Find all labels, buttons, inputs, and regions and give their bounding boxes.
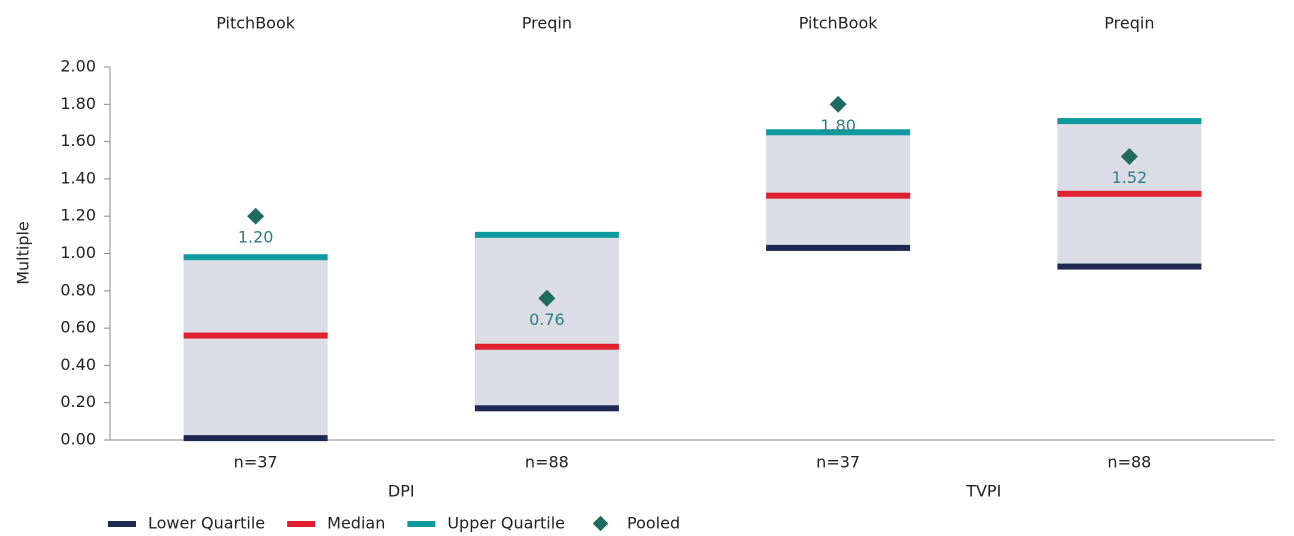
quartile-line [183, 254, 328, 261]
quartile-line [474, 405, 619, 412]
legend-label: Upper Quartile [447, 514, 565, 533]
pooled-marker [538, 289, 556, 307]
legend-marker [287, 521, 316, 527]
sample-size-label: n=37 [234, 453, 278, 472]
quartile-line [1057, 263, 1202, 270]
y-tick-label: 0.60 [60, 318, 96, 337]
legend-marker [407, 521, 436, 527]
box [766, 132, 911, 248]
category-label: Preqin [1104, 14, 1154, 33]
box [474, 234, 619, 409]
category-label: PitchBook [216, 14, 296, 33]
y-axis-title: Multiple [14, 221, 33, 285]
quartile-line [183, 435, 328, 442]
quartile-line [766, 129, 911, 136]
y-tick-label: 1.40 [60, 168, 96, 187]
legend-marker [108, 521, 136, 527]
quartile-line [766, 244, 911, 251]
sample-size-label: n=88 [1107, 453, 1151, 472]
y-tick-label: 0.20 [60, 392, 96, 411]
group-label: TVPI [965, 482, 1001, 501]
quartile-line [1057, 190, 1202, 197]
y-tick-label: 1.00 [60, 243, 96, 262]
legend-label: Lower Quartile [148, 514, 265, 533]
y-tick-label: 0.40 [60, 355, 96, 374]
group-label: DPI [388, 482, 415, 501]
y-tick-label: 1.80 [60, 94, 96, 113]
quartile-line [474, 231, 619, 238]
y-tick-label: 2.00 [60, 57, 96, 76]
legend-label: Median [327, 514, 385, 533]
quartile-line [474, 343, 619, 350]
pooled-label: 1.20 [238, 228, 274, 247]
box [183, 257, 328, 439]
quartile-line [1057, 118, 1202, 125]
pooled-label: 0.76 [529, 310, 565, 329]
y-tick-label: 1.60 [60, 131, 96, 150]
pooled-label: 1.52 [1112, 168, 1148, 187]
category-label: Preqin [522, 14, 572, 33]
y-tick-label: 0.00 [60, 430, 96, 449]
quartile-line [183, 332, 328, 339]
legend-label: Pooled [627, 514, 680, 533]
pooled-marker [829, 95, 847, 113]
sample-size-label: n=37 [816, 453, 860, 472]
y-tick-label: 1.20 [60, 206, 96, 225]
pooled-label: 1.80 [820, 116, 856, 135]
legend-marker [592, 515, 609, 532]
pooled-marker [247, 207, 265, 225]
quartile-line [766, 192, 911, 199]
sample-size-label: n=88 [525, 453, 569, 472]
category-label: PitchBook [799, 14, 879, 33]
y-tick-label: 0.80 [60, 280, 96, 299]
